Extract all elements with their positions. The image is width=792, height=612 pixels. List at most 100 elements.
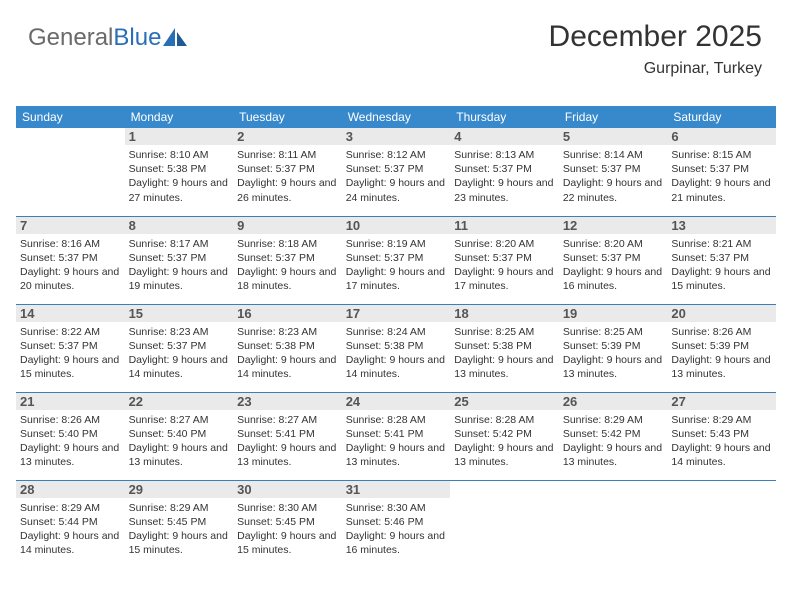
day-number: 1 — [125, 128, 234, 145]
calendar-week: 7Sunrise: 8:16 AMSunset: 5:37 PMDaylight… — [16, 216, 776, 304]
calendar-day: 30Sunrise: 8:30 AMSunset: 5:45 PMDayligh… — [233, 480, 342, 568]
logo-sail-icon — [163, 28, 189, 48]
day-info: Sunrise: 8:25 AMSunset: 5:38 PMDaylight:… — [454, 325, 555, 382]
daylight-text: Daylight: 9 hours and 15 minutes. — [129, 529, 230, 557]
day-info: Sunrise: 8:24 AMSunset: 5:38 PMDaylight:… — [346, 325, 447, 382]
daylight-text: Daylight: 9 hours and 14 minutes. — [671, 441, 772, 469]
day-info: Sunrise: 8:29 AMSunset: 5:42 PMDaylight:… — [563, 413, 664, 470]
calendar-week: 14Sunrise: 8:22 AMSunset: 5:37 PMDayligh… — [16, 304, 776, 392]
day-number: 20 — [667, 305, 776, 322]
daylight-text: Daylight: 9 hours and 27 minutes. — [129, 176, 230, 204]
sunset-text: Sunset: 5:38 PM — [454, 339, 555, 353]
day-info: Sunrise: 8:16 AMSunset: 5:37 PMDaylight:… — [20, 237, 121, 294]
calendar-day — [16, 128, 125, 216]
sunset-text: Sunset: 5:37 PM — [671, 162, 772, 176]
day-number: 14 — [16, 305, 125, 322]
day-number: 18 — [450, 305, 559, 322]
day-number: 5 — [559, 128, 668, 145]
daylight-text: Daylight: 9 hours and 13 minutes. — [563, 353, 664, 381]
daylight-text: Daylight: 9 hours and 22 minutes. — [563, 176, 664, 204]
daylight-text: Daylight: 9 hours and 14 minutes. — [20, 529, 121, 557]
calendar-day: 8Sunrise: 8:17 AMSunset: 5:37 PMDaylight… — [125, 216, 234, 304]
daylight-text: Daylight: 9 hours and 13 minutes. — [454, 441, 555, 469]
day-number: 7 — [16, 217, 125, 234]
sunset-text: Sunset: 5:39 PM — [671, 339, 772, 353]
calendar-day: 2Sunrise: 8:11 AMSunset: 5:37 PMDaylight… — [233, 128, 342, 216]
day-info: Sunrise: 8:18 AMSunset: 5:37 PMDaylight:… — [237, 237, 338, 294]
calendar-day: 26Sunrise: 8:29 AMSunset: 5:42 PMDayligh… — [559, 392, 668, 480]
calendar-day: 29Sunrise: 8:29 AMSunset: 5:45 PMDayligh… — [125, 480, 234, 568]
sunrise-text: Sunrise: 8:25 AM — [563, 325, 664, 339]
daylight-text: Daylight: 9 hours and 26 minutes. — [237, 176, 338, 204]
daylight-text: Daylight: 9 hours and 13 minutes. — [237, 441, 338, 469]
sunrise-text: Sunrise: 8:13 AM — [454, 148, 555, 162]
day-info: Sunrise: 8:15 AMSunset: 5:37 PMDaylight:… — [671, 148, 772, 205]
sunrise-text: Sunrise: 8:10 AM — [129, 148, 230, 162]
calendar-day: 9Sunrise: 8:18 AMSunset: 5:37 PMDaylight… — [233, 216, 342, 304]
daylight-text: Daylight: 9 hours and 13 minutes. — [346, 441, 447, 469]
daylight-text: Daylight: 9 hours and 23 minutes. — [454, 176, 555, 204]
day-info: Sunrise: 8:21 AMSunset: 5:37 PMDaylight:… — [671, 237, 772, 294]
day-number: 10 — [342, 217, 451, 234]
sunrise-text: Sunrise: 8:20 AM — [454, 237, 555, 251]
calendar-day: 1Sunrise: 8:10 AMSunset: 5:38 PMDaylight… — [125, 128, 234, 216]
day-info: Sunrise: 8:29 AMSunset: 5:44 PMDaylight:… — [20, 501, 121, 558]
daylight-text: Daylight: 9 hours and 13 minutes. — [454, 353, 555, 381]
sunrise-text: Sunrise: 8:16 AM — [20, 237, 121, 251]
daylight-text: Daylight: 9 hours and 15 minutes. — [237, 529, 338, 557]
calendar-day — [559, 480, 668, 568]
daylight-text: Daylight: 9 hours and 13 minutes. — [671, 353, 772, 381]
day-number: 12 — [559, 217, 668, 234]
sunset-text: Sunset: 5:45 PM — [129, 515, 230, 529]
sunset-text: Sunset: 5:39 PM — [563, 339, 664, 353]
day-number: 8 — [125, 217, 234, 234]
calendar-day: 10Sunrise: 8:19 AMSunset: 5:37 PMDayligh… — [342, 216, 451, 304]
dayname-sun: Sunday — [16, 106, 125, 128]
calendar-day: 17Sunrise: 8:24 AMSunset: 5:38 PMDayligh… — [342, 304, 451, 392]
day-number: 22 — [125, 393, 234, 410]
sunrise-text: Sunrise: 8:19 AM — [346, 237, 447, 251]
sunrise-text: Sunrise: 8:25 AM — [454, 325, 555, 339]
daylight-text: Daylight: 9 hours and 21 minutes. — [671, 176, 772, 204]
dayname-wed: Wednesday — [342, 106, 451, 128]
calendar-day: 12Sunrise: 8:20 AMSunset: 5:37 PMDayligh… — [559, 216, 668, 304]
daylight-text: Daylight: 9 hours and 15 minutes. — [20, 353, 121, 381]
day-number: 21 — [16, 393, 125, 410]
day-info: Sunrise: 8:29 AMSunset: 5:43 PMDaylight:… — [671, 413, 772, 470]
sunset-text: Sunset: 5:45 PM — [237, 515, 338, 529]
daylight-text: Daylight: 9 hours and 14 minutes. — [129, 353, 230, 381]
day-info: Sunrise: 8:30 AMSunset: 5:45 PMDaylight:… — [237, 501, 338, 558]
calendar-week: 1Sunrise: 8:10 AMSunset: 5:38 PMDaylight… — [16, 128, 776, 216]
header: December 2025 Gurpinar, Turkey — [549, 20, 762, 78]
dayname-fri: Friday — [559, 106, 668, 128]
sunrise-text: Sunrise: 8:28 AM — [454, 413, 555, 427]
sunset-text: Sunset: 5:38 PM — [237, 339, 338, 353]
day-info: Sunrise: 8:29 AMSunset: 5:45 PMDaylight:… — [129, 501, 230, 558]
day-info: Sunrise: 8:27 AMSunset: 5:40 PMDaylight:… — [129, 413, 230, 470]
sunrise-text: Sunrise: 8:29 AM — [563, 413, 664, 427]
day-info: Sunrise: 8:12 AMSunset: 5:37 PMDaylight:… — [346, 148, 447, 205]
day-info: Sunrise: 8:14 AMSunset: 5:37 PMDaylight:… — [563, 148, 664, 205]
calendar-day: 5 Sunrise: 8:14 AMSunset: 5:37 PMDaylight… — [559, 128, 668, 216]
sunset-text: Sunset: 5:37 PM — [237, 251, 338, 265]
daylight-text: Daylight: 9 hours and 13 minutes. — [129, 441, 230, 469]
sunrise-text: Sunrise: 8:30 AM — [237, 501, 338, 515]
calendar-day — [667, 480, 776, 568]
sunrise-text: Sunrise: 8:26 AM — [20, 413, 121, 427]
day-info: Sunrise: 8:25 AMSunset: 5:39 PMDaylight:… — [563, 325, 664, 382]
sunset-text: Sunset: 5:43 PM — [671, 427, 772, 441]
day-number: 25 — [450, 393, 559, 410]
sunrise-text: Sunrise: 8:20 AM — [563, 237, 664, 251]
daylight-text: Daylight: 9 hours and 17 minutes. — [454, 265, 555, 293]
day-number: 6 — [667, 128, 776, 145]
sunrise-text: Sunrise: 8:23 AM — [237, 325, 338, 339]
day-number: 19 — [559, 305, 668, 322]
daylight-text: Daylight: 9 hours and 19 minutes. — [129, 265, 230, 293]
sunset-text: Sunset: 5:44 PM — [20, 515, 121, 529]
calendar-day: 24Sunrise: 8:28 AMSunset: 5:41 PMDayligh… — [342, 392, 451, 480]
calendar-day: 16Sunrise: 8:23 AMSunset: 5:38 PMDayligh… — [233, 304, 342, 392]
day-number: 28 — [16, 481, 125, 498]
sunset-text: Sunset: 5:37 PM — [129, 339, 230, 353]
day-info: Sunrise: 8:13 AMSunset: 5:37 PMDaylight:… — [454, 148, 555, 205]
sunrise-text: Sunrise: 8:26 AM — [671, 325, 772, 339]
